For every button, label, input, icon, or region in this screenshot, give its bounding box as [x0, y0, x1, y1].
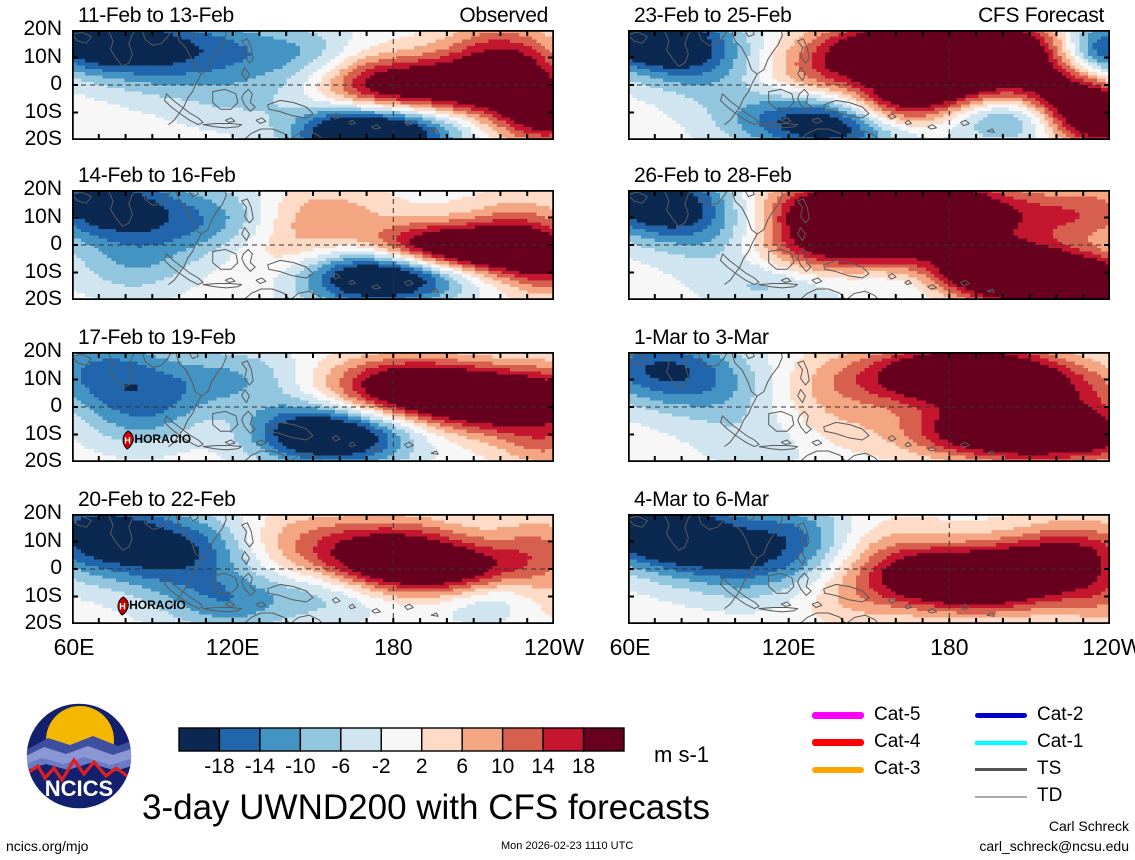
- legend-swatch-cat-3: [812, 767, 864, 773]
- legend-swatch-cat-1: [975, 741, 1027, 745]
- colorbar-tick-label: -2: [351, 755, 411, 779]
- x-axis-tick-label-left: 60E: [54, 634, 95, 661]
- x-axis-tick-label-right: 60E: [610, 634, 651, 661]
- colorbar-tick-label: -14: [230, 755, 290, 779]
- colorbar-swatches: [177, 726, 626, 753]
- panel-title-1: 11-Feb to 13-Feb: [78, 4, 234, 28]
- colorbar-tick-label: 6: [432, 755, 492, 779]
- cyclone-marker-icon: H: [113, 596, 133, 616]
- panel-title-7: 1-Mar to 3-Mar: [634, 326, 769, 350]
- y-axis-tick-label: 10N: [0, 45, 62, 69]
- y-axis-tick-label: 10N: [0, 529, 62, 553]
- panel-title-6: 26-Feb to 28-Feb: [634, 164, 792, 188]
- legend-swatch-cat-4: [812, 739, 864, 746]
- y-axis-tick-label: 0: [0, 394, 62, 418]
- footer-email[interactable]: carl_schreck@ncsu.edu: [979, 838, 1129, 854]
- colorbar-tick-label: 18: [554, 755, 614, 779]
- y-axis-tick-label: 20N: [0, 17, 62, 41]
- page-title: 3-day UWND200 with CFS forecasts: [142, 788, 710, 828]
- y-axis-tick-label: 20N: [0, 177, 62, 201]
- map-panel-1: [72, 30, 554, 140]
- legend-swatch-cat-2: [975, 713, 1027, 718]
- colorbar-tick-label: -6: [311, 755, 371, 779]
- y-axis-tick-label: 20S: [0, 449, 62, 473]
- y-axis-tick-label: 0: [0, 232, 62, 256]
- map-panel-7: [628, 352, 1110, 462]
- y-axis-tick-label: 20S: [0, 287, 62, 311]
- colorbar-tick-label: 14: [513, 755, 573, 779]
- colorbar-tick-label: -18: [189, 755, 249, 779]
- y-axis-tick-label: 20S: [0, 127, 62, 151]
- map-panel-8: [628, 514, 1110, 624]
- colorbar-units-label: m s-1: [654, 742, 709, 768]
- panel-title-4: 20-Feb to 22-Feb: [78, 488, 236, 512]
- ncics-logo: NCICS: [18, 698, 140, 818]
- legend-label-cat-4: Cat-4: [874, 731, 920, 753]
- legend-label-cat-1: Cat-1: [1037, 731, 1083, 753]
- panel-title-8: 4-Mar to 6-Mar: [634, 488, 769, 512]
- y-axis-tick-label: 0: [0, 72, 62, 96]
- colorbar-tick-label: -10: [270, 755, 330, 779]
- panel-corner-label-1: Observed: [459, 4, 548, 28]
- footer-timestamp: Mon 2026-02-23 1110 UTC: [501, 840, 633, 852]
- colorbar-tick-label: 10: [473, 755, 533, 779]
- legend-swatch-td: [975, 796, 1027, 798]
- legend-label-td: TD: [1037, 785, 1062, 807]
- x-axis-tick-label-left: 120E: [206, 634, 260, 661]
- panel-title-5: 23-Feb to 25-Feb: [634, 4, 792, 28]
- cyclone-marker-icon: H: [118, 430, 138, 450]
- colorbar-tick-label: 2: [392, 755, 452, 779]
- legend-label-cat-2: Cat-2: [1037, 704, 1083, 726]
- y-axis-tick-label: 10N: [0, 367, 62, 391]
- logo-text: NCICS: [45, 776, 113, 801]
- y-axis-tick-label: 20N: [0, 339, 62, 363]
- map-panel-5: [628, 30, 1110, 140]
- x-axis-tick-label-left: 180: [374, 634, 412, 661]
- y-axis-tick-label: 20S: [0, 611, 62, 635]
- x-axis-tick-label-right: 120E: [762, 634, 816, 661]
- cyclone-name-label: HORACIO: [134, 432, 191, 446]
- panel-title-2: 14-Feb to 16-Feb: [78, 164, 236, 188]
- map-panel-6: [628, 190, 1110, 300]
- legend-label-cat-3: Cat-3: [874, 758, 920, 780]
- legend-label-ts: TS: [1037, 758, 1061, 780]
- legend-swatch-cat-5: [812, 712, 864, 719]
- panel-title-3: 17-Feb to 19-Feb: [78, 326, 236, 350]
- legend-label-cat-5: Cat-5: [874, 704, 920, 726]
- footer-author: Carl Schreck: [1049, 818, 1129, 834]
- panel-corner-label-5: CFS Forecast: [978, 4, 1104, 28]
- y-axis-tick-label: 10S: [0, 260, 62, 284]
- x-axis-tick-label-left: 120W: [524, 634, 584, 661]
- y-axis-tick-label: 10S: [0, 584, 62, 608]
- map-panel-2: [72, 190, 554, 300]
- y-axis-tick-label: 10N: [0, 205, 62, 229]
- x-axis-tick-label-right: 120W: [1082, 634, 1135, 661]
- y-axis-tick-label: 10S: [0, 100, 62, 124]
- y-axis-tick-label: 20N: [0, 501, 62, 525]
- legend-swatch-ts: [975, 768, 1027, 771]
- y-axis-tick-label: 10S: [0, 422, 62, 446]
- footer-site[interactable]: ncics.org/mjo: [6, 838, 88, 854]
- cyclone-name-label: HORACIO: [129, 598, 186, 612]
- map-panel-3: [72, 352, 554, 462]
- x-axis-tick-label-right: 180: [930, 634, 968, 661]
- y-axis-tick-label: 0: [0, 556, 62, 580]
